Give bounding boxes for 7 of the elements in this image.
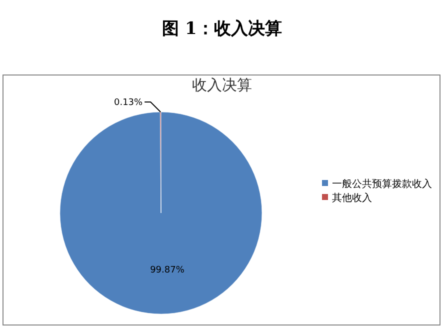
data-label: 0.13%: [114, 98, 144, 108]
chart-subtitle: 收入决算: [192, 76, 252, 94]
data-label: 99.87%: [150, 266, 185, 276]
chart-title: 图 1：收入决算: [162, 19, 282, 39]
legend-label: 其他收入: [332, 192, 372, 204]
legend-label: 一般公共预算拨款收入: [332, 178, 432, 190]
pie-slice: [60, 112, 262, 314]
